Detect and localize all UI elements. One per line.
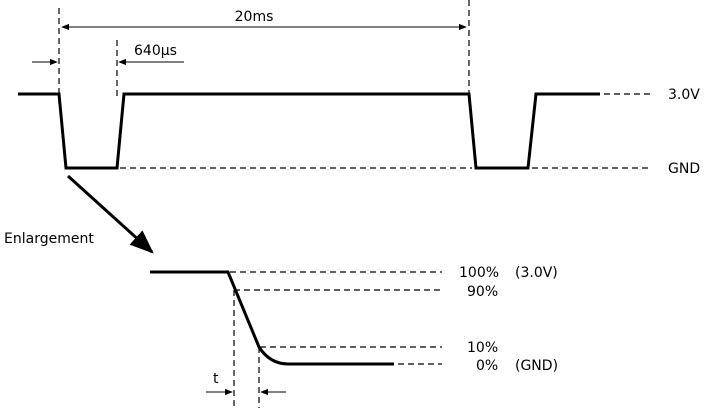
pct-100-label: 100% <box>459 265 499 281</box>
pulse-waveform <box>18 92 600 170</box>
enlarged-waveform <box>150 270 394 366</box>
pct-90-label: 90% <box>467 284 498 300</box>
fall-time-label: t <box>213 371 219 387</box>
period-label: 20ms <box>235 9 274 25</box>
pct-0-label: 0% <box>476 358 498 374</box>
enlargement-label: Enlargement <box>4 231 94 247</box>
level-low-label: GND <box>668 161 700 177</box>
pct-0-value: (GND) <box>515 358 558 374</box>
pct-100-value: (3.0V) <box>515 265 558 281</box>
pct-10-label: 10% <box>467 340 498 356</box>
level-high-label: 3.0V <box>668 87 700 103</box>
pulse-width-label: 640μs <box>134 43 177 59</box>
enlargement-arrow <box>66 174 154 254</box>
